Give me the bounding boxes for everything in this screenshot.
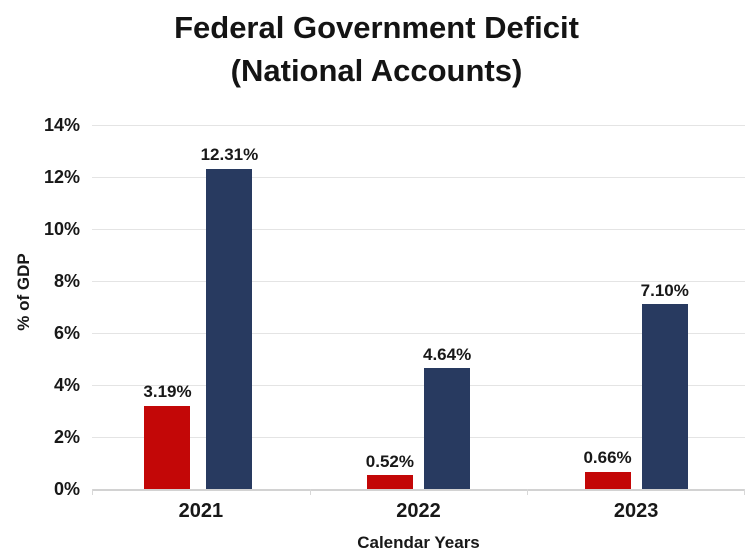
y-tick-label: 12% (43, 166, 80, 187)
category-group-2023: 0.66% 7.10% (527, 125, 745, 489)
x-boundary-tick (309, 489, 311, 495)
bar-col-2021-navy-series: 12.31% (200, 125, 259, 489)
gridline (92, 125, 745, 126)
chart-title: Federal Government Deficit (National Acc… (0, 7, 753, 93)
bar-col-2023-navy-series: 7.10% (641, 125, 689, 489)
x-category-label-2021: 2021 (178, 500, 224, 522)
chart-title-line1: Federal Government Deficit (174, 10, 579, 45)
bars-group: 3.19% 12.31% 0.52% 4.64% 0.66% 7.10% (92, 125, 745, 489)
y-tick-label: 4% (53, 375, 80, 395)
gridline (92, 437, 745, 438)
bar-col-2021-red-series: 3.19% (143, 125, 192, 489)
gridline (92, 333, 745, 334)
x-axis-title: Calendar Years (357, 533, 480, 552)
y-tick-label: 10% (43, 218, 80, 239)
x-category-label-2022: 2022 (396, 500, 441, 522)
bar-value-label: 3.19% (143, 382, 192, 402)
bar-value-label: 12.31% (200, 145, 259, 165)
bar-2022-red-series (366, 475, 413, 489)
y-tick-label: 6% (53, 322, 80, 343)
x-boundary-tick (92, 489, 93, 495)
bar-2023-red-series (584, 471, 631, 489)
chart-title-line2: (National Accounts) (230, 52, 523, 88)
category-group-2022: 0.52% 4.64% (310, 125, 528, 489)
bar-2021-navy-series (206, 168, 253, 489)
x-axis-category-labels: 2021 2022 2023 (92, 500, 745, 523)
bar-2022-navy-series (424, 368, 471, 489)
x-boundary-tick (527, 489, 529, 495)
category-group-2021: 3.19% 12.31% (92, 125, 310, 489)
gridline (92, 281, 745, 282)
bar-value-label: 4.64% (423, 344, 472, 364)
gridline (92, 229, 745, 230)
y-axis-tick-labels: 14% 12% 10% 8% 6% 4% 2% 0% (30, 115, 80, 499)
y-tick-label: 8% (53, 271, 80, 291)
y-tick-label: 2% (53, 427, 80, 447)
bar-value-label: 0.52% (365, 451, 414, 471)
gridline (92, 385, 745, 386)
x-boundary-tick (744, 489, 745, 495)
bar-col-2022-navy-series: 4.64% (423, 125, 471, 489)
gridline (92, 177, 745, 178)
plot-area: 3.19% 12.31% 0.52% 4.64% 0.66% 7.10% (92, 125, 745, 495)
bar-2021-red-series (144, 406, 191, 489)
bar-value-label: 7.10% (640, 280, 689, 300)
x-category-label-2023: 2023 (613, 500, 659, 522)
bar-col-2022-red-series: 0.52% (366, 125, 414, 489)
bar-value-label: 0.66% (583, 448, 632, 468)
y-tick-label: 14% (43, 115, 80, 135)
x-axis-line (92, 489, 745, 491)
y-tick-label: 0% (53, 479, 80, 499)
bar-col-2023-red-series: 0.66% (583, 125, 632, 489)
bar-2023-navy-series (641, 304, 688, 489)
